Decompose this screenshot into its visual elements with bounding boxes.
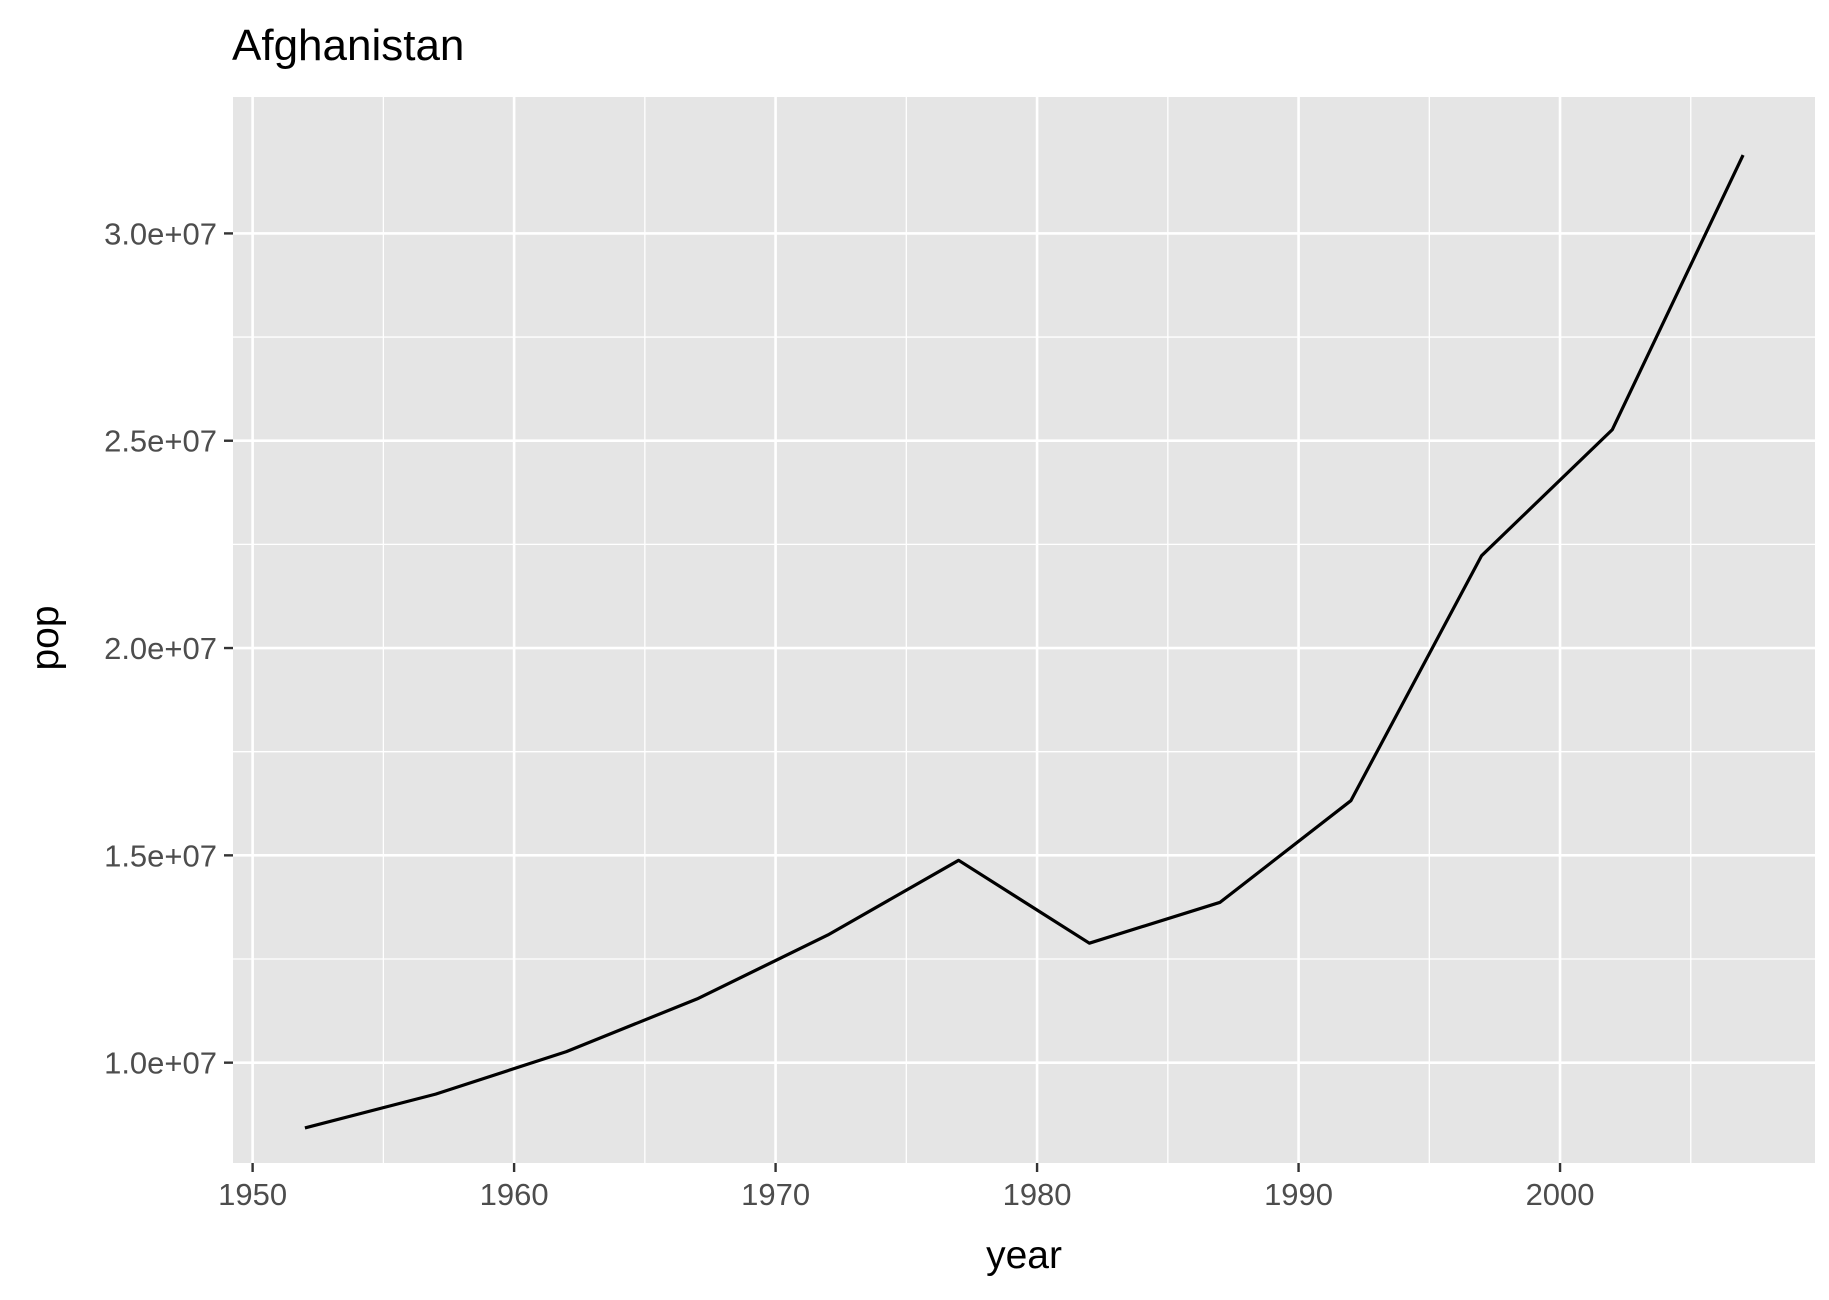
- x-tick-label: 1950: [218, 1177, 287, 1212]
- chart-title: Afghanistan: [232, 21, 464, 70]
- y-tick-label: 2.0e+07: [104, 631, 217, 666]
- data-point: [696, 997, 699, 1000]
- x-tick-label: 2000: [1526, 1177, 1595, 1212]
- y-axis-title: pop: [24, 605, 67, 670]
- panel-background: [233, 97, 1815, 1163]
- data-point: [1088, 942, 1091, 945]
- axes: 1950 1960 1970 1980 1990 2000 1.0e+07 1.5e+07 2.…: [104, 216, 1594, 1212]
- y-tick-label: 3.0e+07: [104, 216, 217, 251]
- x-tick-label: 1960: [480, 1177, 549, 1212]
- plot-panel: [233, 97, 1815, 1163]
- x-axis-title: year: [986, 1234, 1062, 1277]
- y-tick-label: 1.5e+07: [104, 838, 217, 873]
- data-point: [1741, 153, 1744, 156]
- x-tick-label: 1980: [1003, 1177, 1072, 1212]
- data-point: [957, 859, 960, 862]
- x-tick-label: 1990: [1264, 1177, 1333, 1212]
- gridlines: [233, 97, 1815, 1163]
- series-layer: [303, 153, 1745, 1130]
- data-point: [1219, 901, 1222, 904]
- data-point: [565, 1050, 568, 1053]
- x-tick-label: 1970: [741, 1177, 810, 1212]
- data-point: [1349, 799, 1352, 802]
- data-point: [303, 1126, 306, 1129]
- series-line: [304, 154, 1745, 1130]
- y-tick-label: 1.0e+07: [104, 1046, 217, 1081]
- data-point: [434, 1093, 437, 1096]
- y-tick-label: 2.5e+07: [104, 424, 217, 459]
- data-point: [1611, 428, 1614, 431]
- data-point: [826, 933, 829, 936]
- data-point: [1480, 554, 1483, 557]
